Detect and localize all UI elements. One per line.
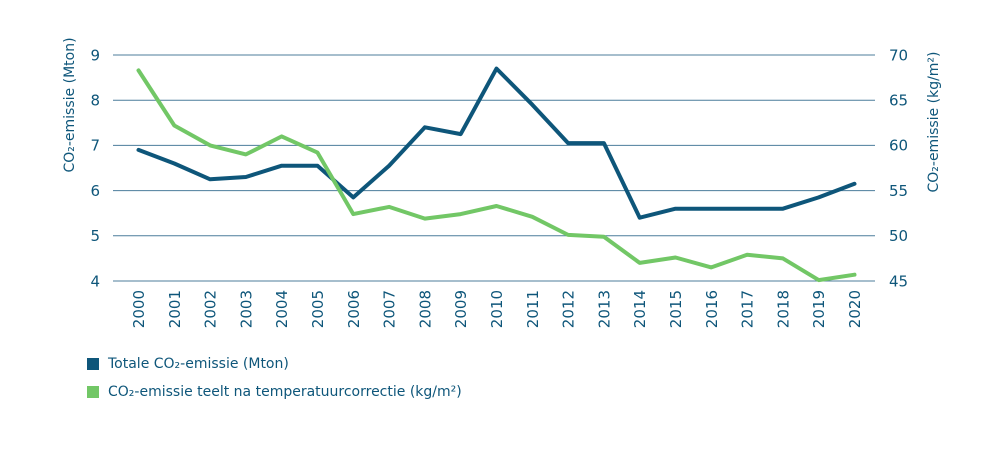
x-tick-label: 2012: [560, 290, 578, 328]
x-tick-label: 2004: [273, 290, 291, 328]
x-tick-label: 2007: [381, 290, 399, 328]
series-line-totale: [136, 66, 857, 220]
x-tick-label: 2010: [488, 290, 506, 328]
right-axis-tick-label: 65: [889, 91, 908, 109]
legend-label-totale: Totale CO₂-emissie (Mton): [108, 356, 289, 372]
legend-swatch-totale: [87, 358, 99, 370]
x-tick-label: 2003: [237, 290, 255, 328]
x-tick-label: 2001: [166, 290, 184, 328]
left-axis-tick-label: 9: [90, 46, 100, 64]
x-tick-label: 2002: [202, 290, 220, 328]
x-tick-label: 2013: [595, 290, 613, 328]
x-tick-label: 2000: [130, 290, 148, 328]
x-tick-label: 2016: [703, 290, 721, 328]
right-axis-tick-label: 50: [889, 227, 908, 245]
x-tick-label: 2005: [309, 290, 327, 328]
left-axis-tick-label: 7: [90, 137, 100, 155]
right-axis-tick-label: 45: [889, 272, 908, 290]
series-line-teelt: [136, 68, 857, 283]
right-axis-tick-label: 70: [889, 46, 908, 64]
legend-swatch-teelt: [87, 386, 99, 398]
right-axis-tick-label: 55: [889, 182, 908, 200]
left-axis-title: CO₂-emissie (Mton): [62, 37, 78, 173]
left-axis-tick-label: 8: [90, 91, 100, 109]
legend-item-teelt: CO₂-emissie teelt na temperatuurcorrecti…: [87, 383, 462, 401]
x-tick-label: 2018: [774, 290, 792, 328]
x-tick-label: 2020: [846, 290, 864, 328]
right-axis-title: CO₂-emissie (kg/m²): [926, 51, 942, 193]
x-tick-label: 2017: [739, 290, 757, 328]
left-axis-tick-label: 6: [90, 182, 100, 200]
x-tick-label: 2011: [524, 290, 542, 328]
x-tick-label: 2009: [452, 290, 470, 328]
legend-item-totale: Totale CO₂-emissie (Mton): [87, 355, 462, 373]
x-tick-label: 2014: [631, 290, 649, 328]
x-tick-label: 2019: [810, 290, 828, 328]
x-tick-label: 2015: [667, 290, 685, 328]
legend: Totale CO₂-emissie (Mton) CO₂-emissie te…: [87, 355, 462, 411]
legend-label-teelt: CO₂-emissie teelt na temperatuurcorrecti…: [108, 384, 462, 400]
right-axis-tick-label: 60: [889, 137, 908, 155]
left-axis-tick-label: 4: [90, 272, 100, 290]
x-tick-label: 2006: [345, 290, 363, 328]
left-axis-tick-label: 5: [90, 227, 100, 245]
x-tick-label: 2008: [416, 290, 434, 328]
